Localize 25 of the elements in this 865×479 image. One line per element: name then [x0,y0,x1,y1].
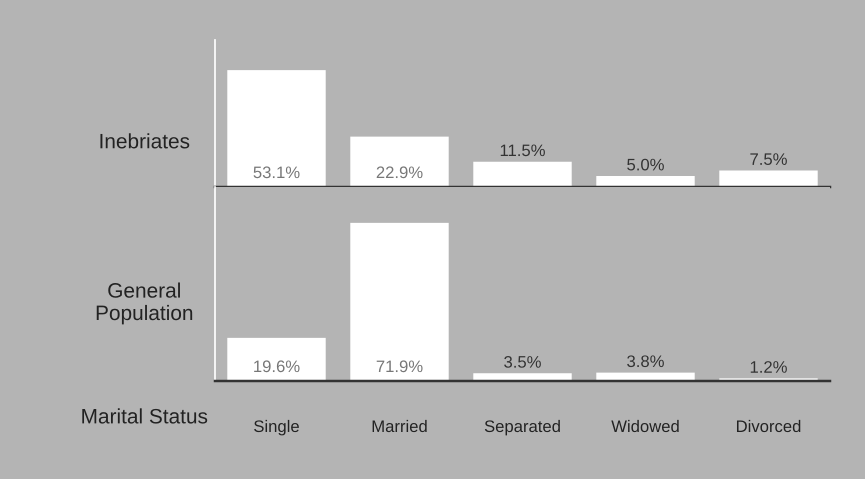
data-label: 3.8% [627,355,664,368]
y-axis-title: Inebriates [100,133,190,148]
data-label: 19.6% [254,360,300,372]
x-tick-label: Single [254,420,299,436]
x-tick-label: Divorced [736,420,800,432]
data-label: 7.5% [750,153,787,166]
bar [350,136,449,187]
x-axis-title: Marital Status [82,408,208,424]
bar [596,176,695,187]
bar [473,162,572,187]
data-label: 1.2% [750,361,787,373]
bar [350,222,449,381]
bar [719,170,818,187]
x-tick-label: Married [372,420,427,432]
data-label: 53.1% [254,166,300,178]
x-tick-label: Separated [484,420,560,436]
bar [227,70,326,187]
bar [227,338,326,381]
x-tick-label: Widowed [611,420,679,432]
data-label: 11.5% [500,144,545,156]
data-label: 22.9% [376,166,423,178]
data-label: 3.5% [504,356,541,368]
y-axis-title: General Population [96,282,192,324]
data-label: 5.0% [627,158,664,171]
data-label: 71.9% [376,360,423,372]
